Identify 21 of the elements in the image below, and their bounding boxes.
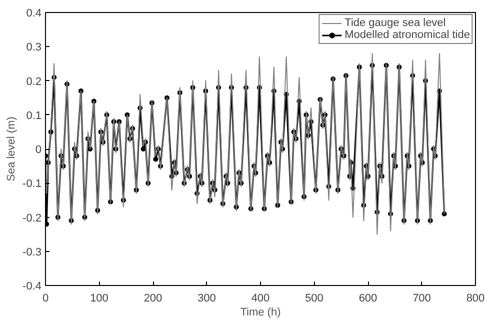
x-tick-label: 700 bbox=[412, 292, 431, 304]
y-tick-label: 0.3 bbox=[26, 42, 42, 54]
x-axis-title: Time (h) bbox=[240, 306, 281, 318]
y-tick-label: -0.1 bbox=[22, 178, 42, 190]
y-tick-label: -0.3 bbox=[22, 246, 42, 258]
y-tick-label: 0.1 bbox=[26, 110, 42, 122]
y-tick-label: 0.2 bbox=[26, 76, 42, 88]
x-tick-label: 300 bbox=[198, 292, 216, 304]
y-tick-label: 0.4 bbox=[26, 8, 42, 20]
y-axis-title: Sea level (m) bbox=[6, 116, 18, 182]
y-tick-label: -0.2 bbox=[22, 212, 42, 224]
x-tick-label: 800 bbox=[466, 292, 485, 304]
legend-label: Tide gauge sea level bbox=[344, 17, 446, 29]
x-tick-label: 100 bbox=[90, 292, 108, 304]
legend-label: Modelled atronomical tide bbox=[344, 29, 470, 41]
x-tick-label: 400 bbox=[251, 292, 270, 304]
x-tick-label: 200 bbox=[144, 292, 162, 304]
x-tick-label: 500 bbox=[305, 292, 324, 304]
y-tick-label: -0.4 bbox=[22, 280, 42, 292]
x-tick-label: 600 bbox=[358, 292, 378, 304]
y-tick-label: 0 bbox=[35, 144, 42, 156]
